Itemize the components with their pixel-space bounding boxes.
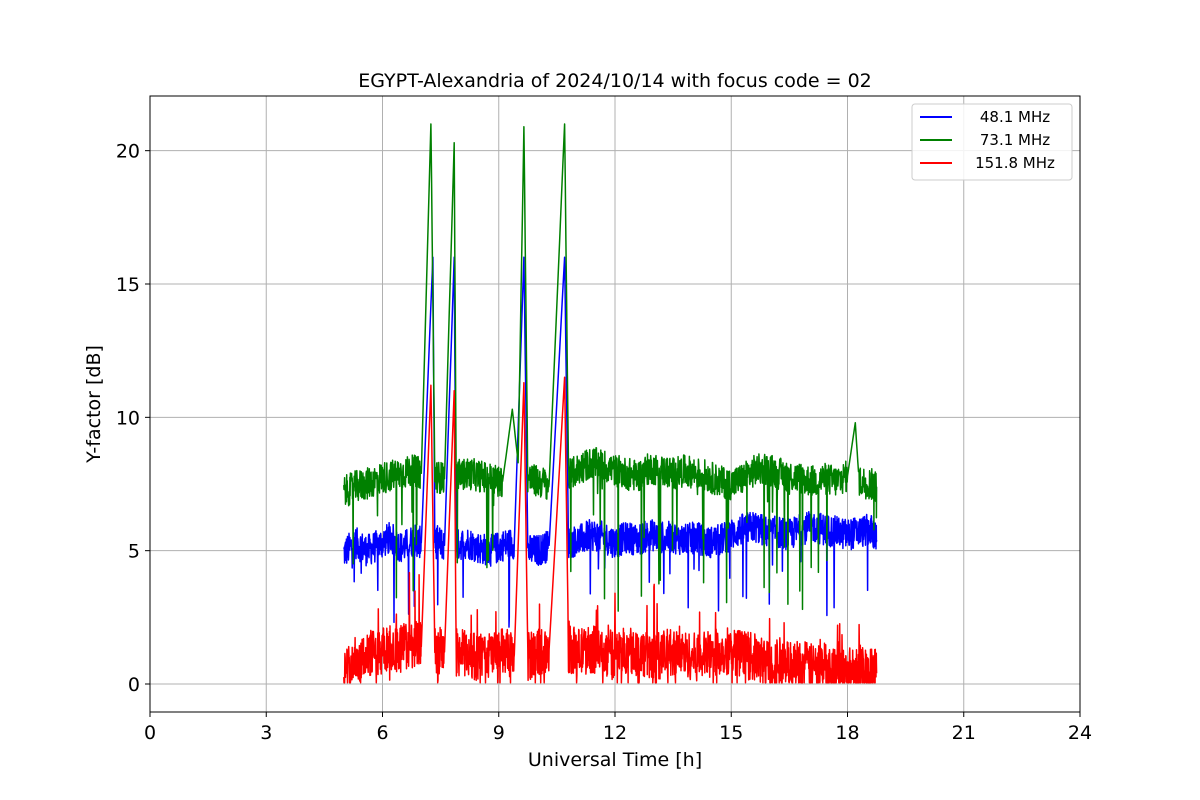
legend-box: [911, 103, 1073, 181]
x-tick-label: 12: [603, 722, 627, 744]
x-axis: 0 3 6 9 12 15 18 21 24: [144, 712, 1092, 744]
chart-title: EGYPT-Alexandria of 2024/10/14 with focu…: [358, 70, 872, 92]
legend-label-151: 151.8 MHz: [975, 154, 1055, 172]
x-tick-label: 15: [719, 722, 743, 744]
legend-label-48: 48.1 MHz: [980, 108, 1050, 126]
y-tick-label: 0: [128, 674, 140, 696]
y-tick-label: 15: [116, 274, 140, 296]
legend-label-73: 73.1 MHz: [980, 131, 1050, 149]
x-tick-label: 3: [260, 722, 272, 744]
x-tick-label: 21: [952, 722, 976, 744]
x-axis-label: Universal Time [h]: [528, 749, 702, 771]
series-line-151-8-mhz: [343, 376, 878, 684]
y-tick-label: 5: [128, 541, 140, 563]
series-layer: [343, 123, 878, 684]
y-axis: 0 5 10 15 20: [116, 141, 150, 696]
y-axis-label: Y-factor [dB]: [83, 345, 105, 464]
y-tick-label: 20: [116, 141, 140, 163]
x-tick-label: 9: [493, 722, 505, 744]
legend: 48.1 MHz 73.1 MHz 151.8 MHz: [911, 103, 1073, 181]
x-tick-label: 0: [144, 722, 156, 744]
x-tick-label: 6: [376, 722, 388, 744]
x-tick-label: 24: [1068, 722, 1092, 744]
x-tick-label: 18: [835, 722, 859, 744]
series-line-73-1-mhz: [343, 123, 878, 612]
y-tick-label: 10: [116, 407, 140, 429]
